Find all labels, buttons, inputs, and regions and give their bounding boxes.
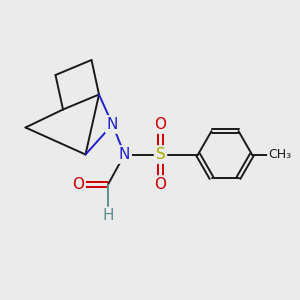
Text: O: O <box>154 177 166 192</box>
Text: N: N <box>119 147 130 162</box>
Text: H: H <box>102 208 114 224</box>
Text: S: S <box>156 147 165 162</box>
Text: O: O <box>72 177 84 192</box>
Text: O: O <box>154 117 166 132</box>
Text: CH₃: CH₃ <box>268 148 292 161</box>
Text: N: N <box>107 117 118 132</box>
